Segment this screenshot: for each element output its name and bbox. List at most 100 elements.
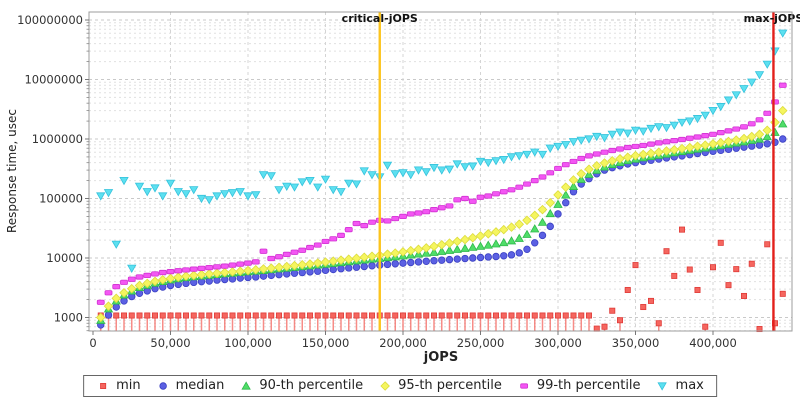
- data-point: [128, 312, 135, 319]
- data-point: [662, 139, 671, 145]
- data-point: [514, 219, 525, 229]
- y-tick-label: 100000000: [17, 13, 83, 27]
- data-point: [189, 186, 199, 195]
- data-point: [523, 245, 531, 254]
- data-point: [485, 312, 492, 319]
- x-axis-title: jOPS: [423, 350, 458, 365]
- diamond-marker-icon: [380, 380, 390, 391]
- legend-item-90-th-percentile: 90-th percentile: [239, 378, 363, 393]
- data-point: [423, 312, 430, 319]
- data-point: [359, 167, 369, 176]
- data-point: [491, 227, 501, 237]
- data-point: [407, 312, 414, 319]
- data-point: [383, 218, 392, 224]
- data-point: [578, 312, 585, 319]
- data-point: [275, 254, 283, 260]
- data-point: [507, 187, 516, 193]
- data-point: [537, 217, 548, 226]
- data-point: [259, 248, 268, 254]
- data-point: [607, 130, 617, 139]
- data-point: [322, 312, 329, 319]
- data-point: [344, 179, 354, 188]
- data-point: [592, 132, 602, 142]
- data-point: [175, 312, 182, 319]
- data-point: [290, 249, 299, 255]
- data-point: [166, 269, 175, 275]
- data-point: [258, 171, 269, 180]
- data-point: [298, 268, 306, 277]
- data-point: [220, 263, 229, 269]
- data-point: [189, 266, 198, 272]
- data-point: [476, 194, 485, 200]
- data-point: [330, 312, 337, 319]
- data-point: [756, 326, 763, 333]
- data-point: [96, 192, 106, 201]
- data-point: [483, 159, 493, 168]
- data-point: [165, 179, 176, 188]
- circle-marker-icon: [158, 381, 167, 390]
- data-point: [468, 242, 478, 251]
- data-point: [499, 156, 509, 165]
- data-point: [151, 312, 158, 319]
- x-tick-label: 0: [89, 336, 96, 350]
- data-point: [422, 257, 430, 266]
- data-point: [438, 256, 446, 264]
- data-point: [576, 169, 587, 179]
- y-tick-label: 1000000: [32, 132, 83, 146]
- data-point: [669, 121, 679, 130]
- data-point: [740, 124, 748, 130]
- data-point: [762, 131, 772, 141]
- data-point: [647, 141, 655, 147]
- legend-label: min: [116, 378, 141, 393]
- data-point: [576, 136, 586, 145]
- data-point: [762, 125, 773, 136]
- data-point: [136, 312, 143, 319]
- data-point: [468, 198, 477, 204]
- data-point: [531, 239, 539, 247]
- data-point: [406, 171, 416, 180]
- chart-legend: min median 90-th percentile 95-th percentil…: [83, 375, 717, 397]
- data-point: [150, 184, 160, 193]
- legend-label: 95-th percentile: [398, 378, 502, 393]
- data-point: [313, 242, 322, 248]
- data-point: [429, 241, 439, 252]
- data-point: [593, 325, 600, 332]
- data-point: [291, 312, 298, 319]
- data-point: [352, 263, 361, 271]
- data-point: [236, 261, 245, 267]
- data-point: [646, 124, 656, 134]
- data-point: [390, 248, 401, 258]
- data-point: [337, 232, 345, 238]
- data-point: [724, 128, 733, 134]
- data-point: [126, 283, 137, 294]
- data-point: [741, 292, 748, 299]
- legend-item-95-th-percentile: 95-th percentile: [378, 378, 502, 393]
- data-point: [483, 240, 493, 249]
- data-point: [392, 312, 399, 319]
- data-point: [779, 135, 787, 143]
- data-point: [321, 266, 330, 275]
- data-point: [561, 162, 570, 168]
- data-point: [506, 236, 517, 245]
- square-marker-icon: [100, 382, 107, 389]
- data-point: [165, 273, 176, 284]
- data-point: [716, 103, 726, 112]
- data-point: [523, 181, 531, 187]
- data-point: [679, 226, 686, 233]
- data-point: [599, 158, 610, 168]
- data-point: [639, 142, 648, 149]
- data-point: [95, 312, 106, 323]
- data-point: [329, 236, 338, 242]
- data-point: [537, 150, 548, 160]
- data-point: [570, 312, 577, 319]
- data-point: [407, 258, 415, 267]
- data-point: [491, 239, 501, 248]
- data-point: [671, 272, 678, 279]
- data-point: [778, 82, 787, 88]
- data-point: [654, 140, 663, 146]
- data-point: [685, 135, 694, 141]
- data-point: [475, 157, 486, 167]
- data-point: [343, 254, 354, 264]
- data-point: [382, 161, 393, 171]
- data-point: [134, 280, 145, 291]
